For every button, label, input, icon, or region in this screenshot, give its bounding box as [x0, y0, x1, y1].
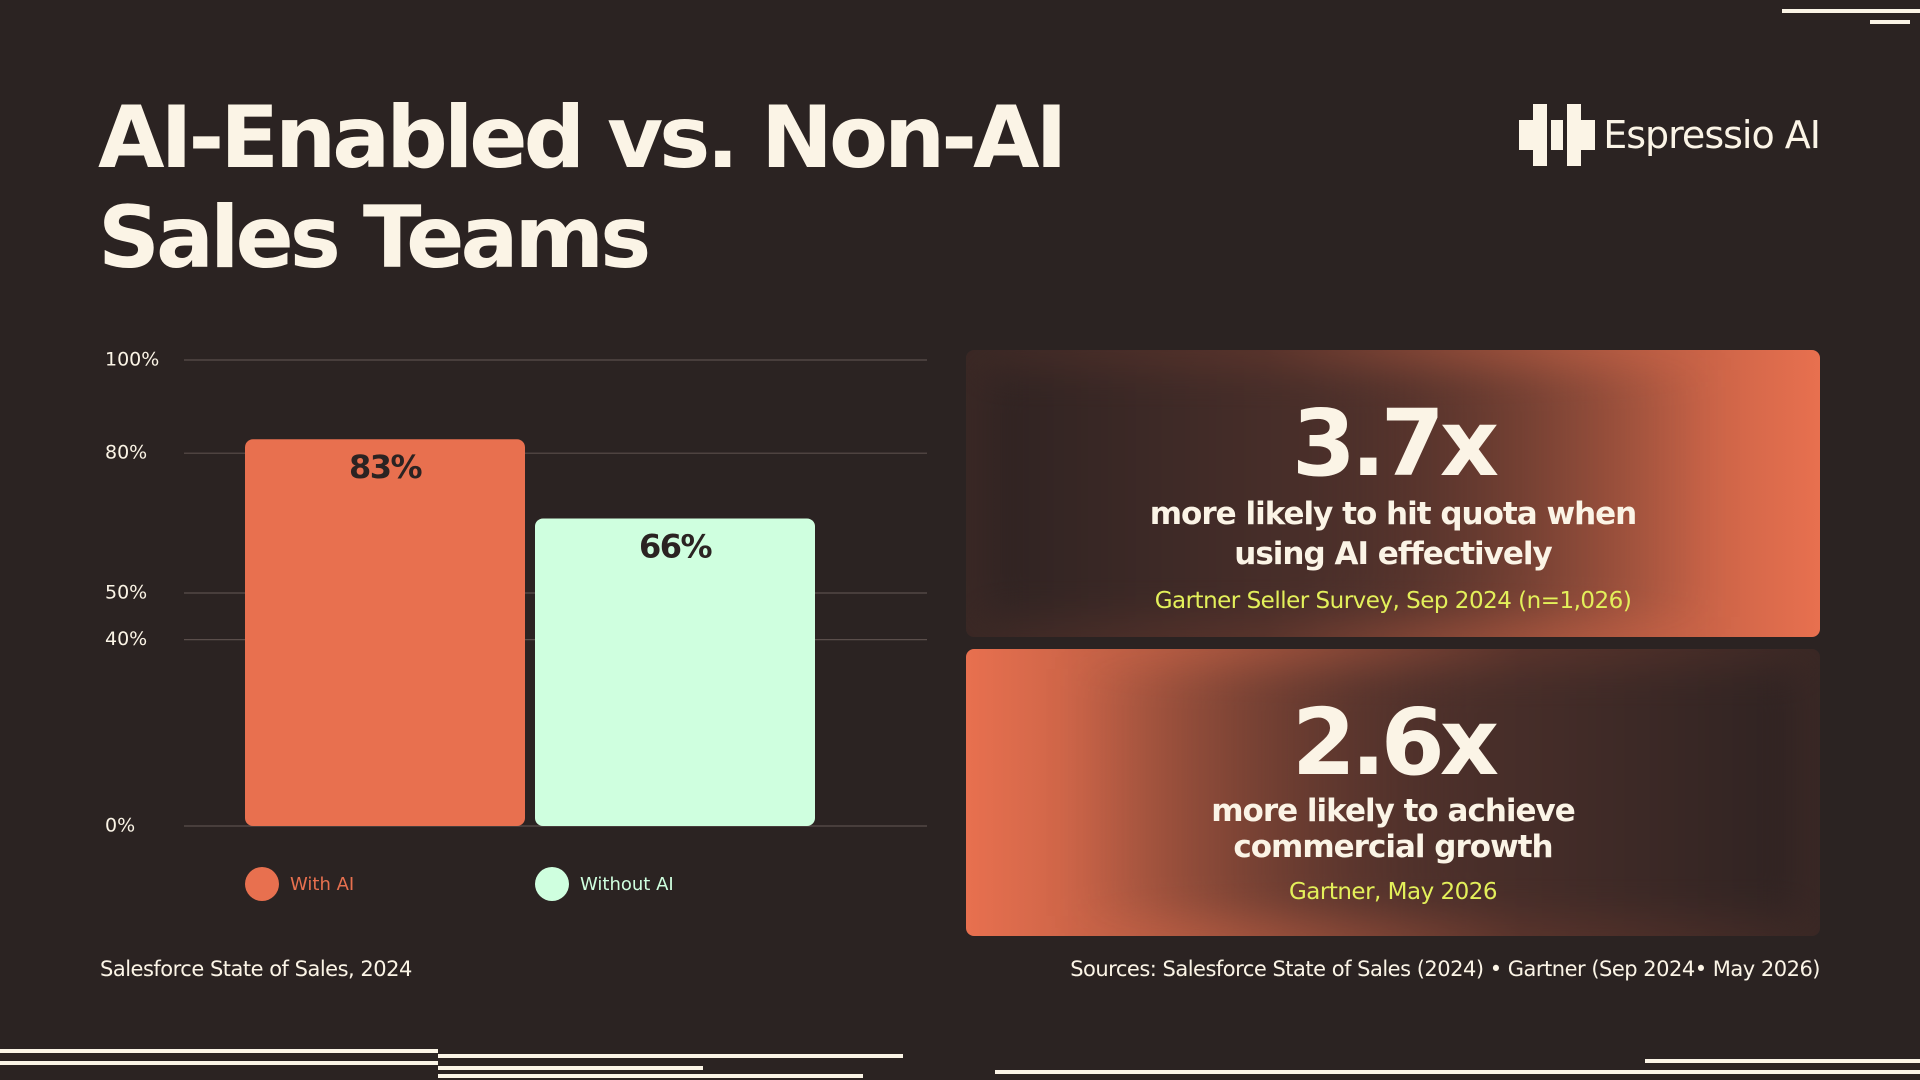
legend-label: Without AI [580, 874, 674, 895]
stat-value: 2.6x [1291, 689, 1499, 796]
legend-swatch [535, 867, 569, 901]
footer-sources: Sources: Salesforce State of Sales (2024… [1070, 957, 1820, 981]
chart: 100% 80% 50% 40% 0% 83% With AI 66% Without AI [105, 349, 927, 901]
legend-swatch [245, 867, 279, 901]
stat-source: Gartner, May 2026 [1288, 879, 1498, 905]
stat-card: 2.6x more likely to achieve commercial g… [966, 649, 1820, 936]
logo-icon [1519, 104, 1596, 166]
title-line: Sales Teams [98, 188, 651, 288]
bar [245, 439, 525, 826]
stat-card: 3.7x more likely to hit quota when using… [966, 350, 1820, 637]
stat-description: commercial growth [1233, 829, 1553, 865]
data-label: 83% [349, 448, 423, 486]
y-tick-label: 50% [105, 582, 147, 604]
title: AI-Enabled vs. Non-AI Sales Teams [98, 88, 1068, 288]
y-tick-label: 40% [105, 628, 147, 650]
legend-label: With AI [290, 874, 354, 895]
stat-source: Gartner Seller Survey, Sep 2024 (n=1,026… [1154, 588, 1632, 614]
bar [535, 518, 815, 826]
logo: Espressio AI [1519, 104, 1821, 166]
stat-value: 3.7x [1291, 390, 1499, 497]
stat-description: using AI effectively [1234, 536, 1552, 572]
chart-source: Salesforce State of Sales, 2024 [100, 957, 412, 981]
stat-description: more likely to hit quota when [1149, 496, 1638, 532]
y-tick-label: 0% [105, 815, 135, 837]
y-tick-label: 100% [105, 349, 159, 371]
data-label: 66% [639, 527, 713, 565]
logo-text: Espressio AI [1603, 113, 1821, 157]
stat-description: more likely to achieve [1211, 793, 1576, 829]
y-tick-label: 80% [105, 442, 147, 464]
title-line: AI-Enabled vs. Non-AI [98, 88, 1068, 188]
